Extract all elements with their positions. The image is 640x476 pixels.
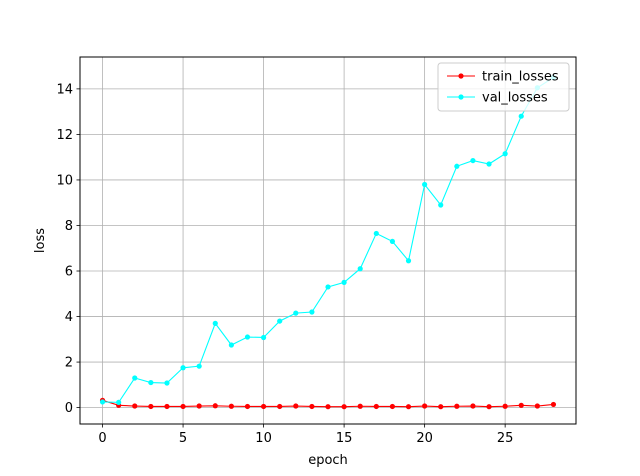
grid (80, 57, 576, 424)
ticks: 0 5 10 15 20 25 0 2 4 6 8 10 12 14 (56, 82, 513, 446)
series-group (99, 74, 557, 410)
train_losses-point (148, 403, 154, 410)
y-tick-label: 14 (56, 82, 73, 97)
train_losses-point (212, 403, 218, 409)
train_losses-point (470, 403, 476, 409)
y-axis-label: loss (33, 228, 48, 253)
x-tick-label: 10 (255, 431, 272, 446)
val_losses-point (341, 279, 347, 285)
y-tick-label: 0 (65, 401, 73, 416)
val_losses-point (99, 399, 106, 405)
val_losses-point (518, 113, 524, 119)
train_losses-point (325, 404, 331, 410)
val_losses-point (438, 202, 444, 208)
y-tick-label: 6 (65, 265, 73, 280)
train_losses-point (438, 404, 444, 410)
train_losses-point (228, 403, 234, 409)
train_losses-point (341, 404, 347, 410)
train_losses-point (293, 403, 299, 409)
val_losses-point (116, 399, 122, 405)
x-tick-label: 25 (497, 431, 514, 446)
val_losses-point (277, 318, 283, 324)
val_losses-point (470, 157, 476, 164)
val_losses-point (373, 230, 379, 237)
val_losses-point (293, 310, 299, 316)
train_losses-point (405, 404, 412, 410)
legend-marker (458, 94, 464, 100)
train_losses-point (180, 403, 186, 410)
val_losses-point (212, 320, 218, 326)
x-tick-label: 0 (98, 431, 106, 446)
val_losses-point (454, 163, 460, 169)
train_losses-point (502, 403, 508, 409)
val_losses-point (228, 342, 234, 348)
y-tick-label: 8 (65, 219, 73, 234)
val_losses-point (389, 238, 396, 245)
val_losses-point (502, 151, 508, 157)
val_losses-point (244, 334, 251, 340)
train_losses-point (518, 402, 524, 408)
x-axis-label: epoch (308, 453, 348, 468)
val_losses-point (309, 309, 315, 315)
train_losses-point (244, 403, 251, 410)
train_losses-point (164, 403, 170, 410)
train_losses-point (486, 404, 492, 410)
train_losses-point (373, 403, 379, 410)
legend-label: val_losses (482, 91, 548, 106)
train_losses-point (132, 403, 138, 409)
y-tick-label: 4 (65, 310, 73, 325)
legend: train_losses val_losses (437, 62, 570, 112)
plot-frame (79, 56, 577, 425)
x-tick-label: 20 (416, 431, 433, 446)
train_losses-point (260, 403, 267, 410)
train_losses-point (454, 403, 460, 409)
x-tick-label: 15 (336, 431, 353, 446)
train_losses-point (196, 403, 202, 409)
y-tick-label: 2 (65, 356, 73, 371)
train_losses-point (357, 403, 363, 409)
train_losses-point (422, 403, 428, 409)
legend-box (437, 62, 570, 112)
val_losses-point (422, 181, 428, 188)
x-tick-label: 5 (179, 431, 187, 446)
legend-marker (458, 73, 464, 79)
val_losses-point (486, 161, 492, 167)
val_losses-point (180, 365, 186, 371)
val_losses-point (405, 258, 412, 264)
train_losses-point (277, 403, 283, 410)
y-tick-label: 10 (56, 173, 73, 188)
val_losses-point (260, 334, 267, 341)
val_losses-point (164, 380, 170, 386)
train_losses-point (389, 403, 396, 410)
y-tick-label: 12 (56, 128, 73, 143)
train_losses-point (550, 401, 557, 408)
val_losses-point (325, 284, 331, 290)
val_losses-point (132, 375, 138, 381)
train_losses-point (534, 403, 540, 409)
val_losses-point (357, 266, 363, 272)
val_losses-point (196, 363, 202, 369)
train_losses-point (309, 403, 315, 410)
legend-label: train_losses (482, 70, 559, 85)
val_losses-point (148, 379, 154, 386)
